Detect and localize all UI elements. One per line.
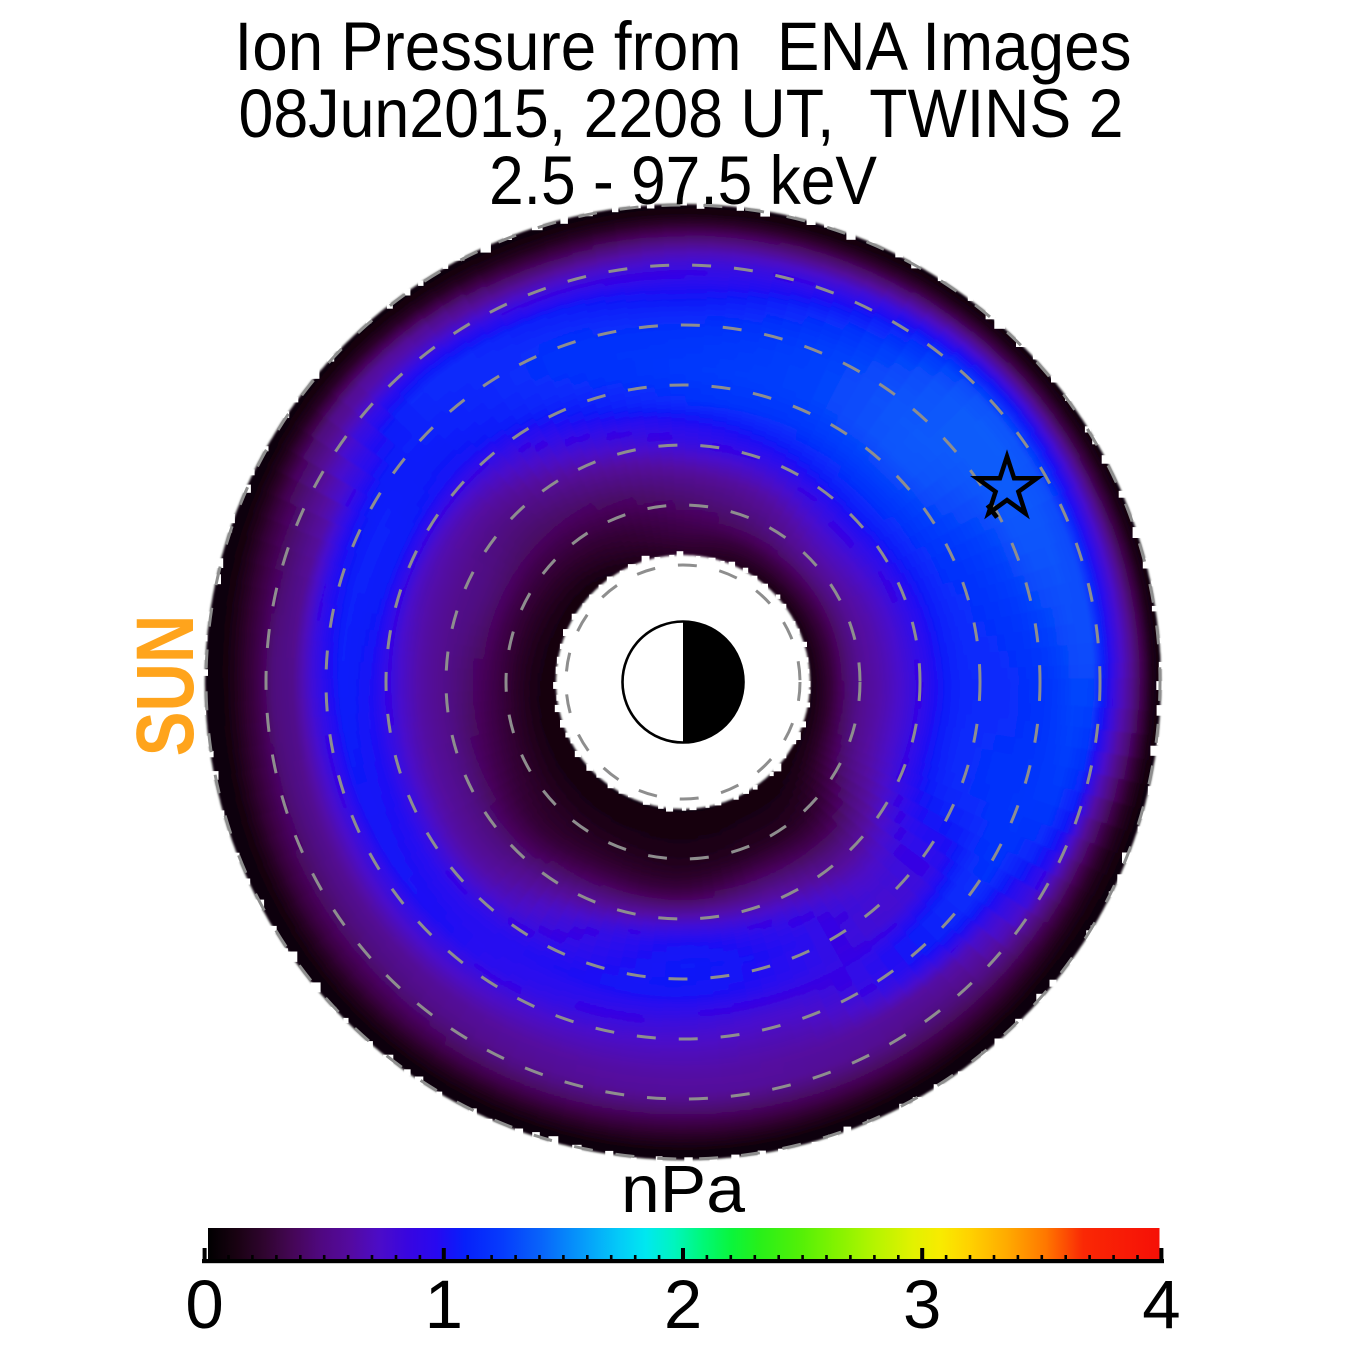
svg-text:4: 4 [1142,1266,1180,1343]
svg-text:2: 2 [664,1266,702,1343]
svg-text:0: 0 [185,1266,223,1343]
svg-text:2.5 - 97.5 keV: 2.5 - 97.5 keV [489,142,877,219]
svg-text:nPa: nPa [621,1152,746,1227]
svg-text:Ion Pressure from ENA Images: Ion Pressure from ENA Images [235,8,1132,85]
svg-text:3: 3 [903,1266,941,1343]
svg-text:SUN: SUN [119,615,211,757]
svg-text:08Jun2015, 2208 UT, TWINS 2: 08Jun2015, 2208 UT, TWINS 2 [239,75,1124,152]
svg-text:1: 1 [425,1266,463,1343]
